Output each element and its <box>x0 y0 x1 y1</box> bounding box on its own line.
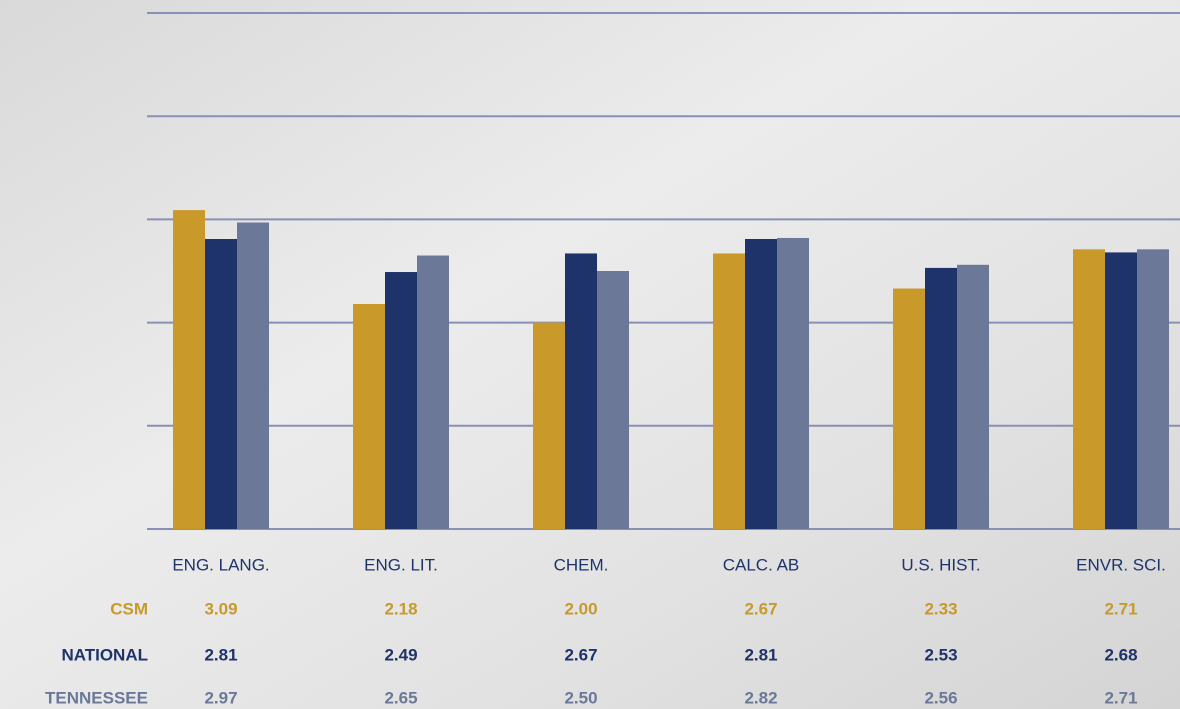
legend-label: NATIONAL <box>61 645 148 664</box>
bar <box>777 237 809 529</box>
value-label: 2.71 <box>1104 599 1137 618</box>
legend-label: CSM <box>110 599 148 618</box>
bar <box>713 253 745 529</box>
value-label: 2.56 <box>924 688 957 707</box>
x-tick-label: U.S. HIST. <box>901 555 980 574</box>
value-label: 2.33 <box>924 599 957 618</box>
bar <box>205 239 237 529</box>
value-label: 2.67 <box>744 599 777 618</box>
bar <box>1105 252 1137 529</box>
value-label: 2.18 <box>384 599 417 618</box>
value-label: 2.67 <box>564 645 597 664</box>
bar <box>385 272 417 529</box>
value-label: 2.97 <box>204 688 237 707</box>
x-tick-label: ENG. LANG. <box>172 555 269 574</box>
value-label: 2.53 <box>924 645 957 664</box>
bar <box>745 239 777 529</box>
bar <box>533 322 565 529</box>
x-tick-label: ENG. LIT. <box>364 555 438 574</box>
value-label: 2.81 <box>204 645 237 664</box>
value-label: 3.09 <box>204 599 237 618</box>
bar <box>957 264 989 529</box>
bar <box>597 271 629 529</box>
value-label: 2.82 <box>744 688 777 707</box>
value-label: 2.81 <box>744 645 777 664</box>
bar <box>353 304 385 529</box>
bar <box>237 222 269 529</box>
bar <box>1073 249 1105 529</box>
x-tick-label: CHEM. <box>554 555 609 574</box>
x-tick-label: ENVR. SCI. <box>1076 555 1166 574</box>
value-label: 2.65 <box>384 688 417 707</box>
value-label: 2.49 <box>384 645 417 664</box>
value-label: 2.00 <box>564 599 597 618</box>
bar <box>417 255 449 529</box>
bar <box>565 253 597 529</box>
bar <box>1137 249 1169 529</box>
value-label: 2.68 <box>1104 645 1137 664</box>
bar <box>893 288 925 529</box>
legend-label: TENNESSEE <box>45 688 148 707</box>
value-label: 2.71 <box>1104 688 1137 707</box>
bar <box>925 267 957 529</box>
value-label: 2.50 <box>564 688 597 707</box>
bar <box>173 210 205 529</box>
x-tick-label: CALC. AB <box>723 555 800 574</box>
